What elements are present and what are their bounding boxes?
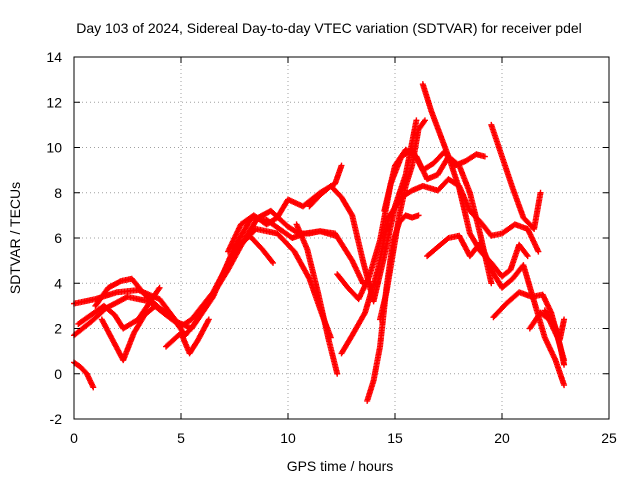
series-sat-s <box>488 121 544 232</box>
y-tick-label: 14 <box>46 49 62 65</box>
data-point <box>156 284 163 291</box>
series-sat-v <box>541 307 568 343</box>
series-sat-j <box>293 221 341 377</box>
data-point <box>561 382 568 389</box>
data-point <box>332 232 339 239</box>
x-axis-label: GPS time / hours <box>287 458 394 474</box>
series-sat-m <box>338 176 542 357</box>
data-point <box>90 384 97 391</box>
data-point <box>561 316 568 323</box>
data-point <box>421 118 428 125</box>
y-tick-label: 12 <box>46 94 62 110</box>
data-point <box>421 117 428 124</box>
data-point <box>535 248 542 255</box>
data-point <box>348 211 355 218</box>
series-sat-e <box>92 207 339 339</box>
data-point <box>561 357 568 364</box>
data-points <box>71 81 568 404</box>
data-point <box>524 253 531 260</box>
data-point <box>270 259 277 266</box>
data-point <box>205 316 212 323</box>
data-point <box>151 303 158 310</box>
data-point <box>415 212 422 219</box>
data-point <box>413 117 420 124</box>
y-axis-label: SDTVAR / TECUs <box>7 182 23 294</box>
y-tick-label: 2 <box>54 321 62 337</box>
y-tick-label: 4 <box>54 275 62 291</box>
data-point <box>152 302 159 309</box>
y-tick-label: 0 <box>54 366 62 382</box>
series-sat-i <box>233 232 277 266</box>
data-point <box>488 280 495 287</box>
y-tick-label: 8 <box>54 185 62 201</box>
chart-title: Day 103 of 2024, Sidereal Day-to-day VTE… <box>76 20 582 36</box>
x-tick-label: 5 <box>177 430 185 446</box>
x-tick-label: 15 <box>387 430 403 446</box>
y-tick-label: 6 <box>54 230 62 246</box>
x-tick-label: 10 <box>280 430 296 446</box>
data-point <box>334 370 341 377</box>
series-sat-g <box>163 316 212 357</box>
x-tick-label: 20 <box>494 430 510 446</box>
data-point <box>481 153 488 160</box>
y-tick-label: -2 <box>50 411 63 427</box>
series-sat-f <box>98 302 159 364</box>
series-sat-r <box>424 232 568 389</box>
x-tick-label: 25 <box>601 430 617 446</box>
data-point <box>269 258 276 265</box>
x-tick-label: 0 <box>70 430 78 446</box>
axis-ticks: 0 5 10 15 20 25 -2 0 2 4 6 8 10 12 14 <box>46 49 617 446</box>
data-point <box>523 251 530 258</box>
y-tick-label: 10 <box>46 140 62 156</box>
data-point <box>537 189 544 196</box>
data-point <box>338 162 345 169</box>
series-sat-a <box>71 359 97 391</box>
